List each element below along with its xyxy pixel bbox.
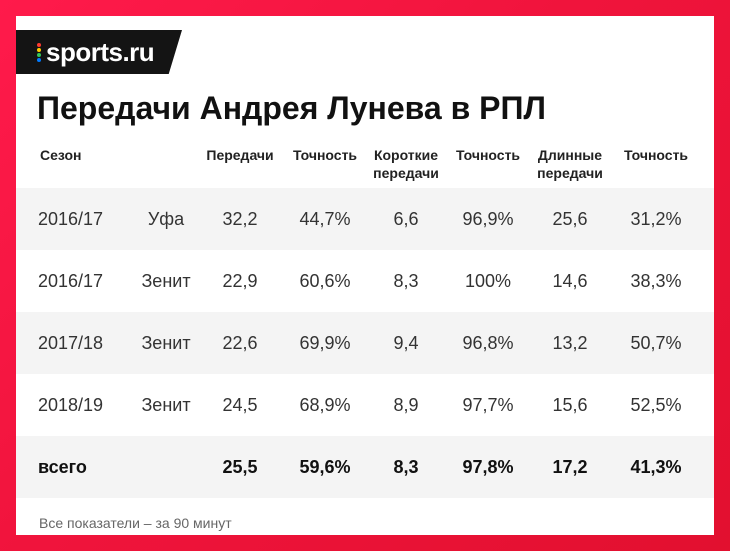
cell-total-label: всего — [38, 457, 87, 477]
cell-team: Зенит — [141, 395, 191, 415]
cell-short: 8,3 — [393, 271, 419, 291]
cell-long-accuracy: 41,3% — [630, 457, 682, 477]
header-passes: Передачи — [206, 147, 274, 163]
cell-season: 2017/18 — [38, 333, 104, 353]
cell-short: 8,3 — [393, 457, 419, 477]
cell-short-accuracy: 97,7% — [462, 395, 514, 415]
cell-season: 2016/17 — [38, 271, 104, 291]
header-long-passes: Длинные передачи — [531, 146, 609, 182]
cell-long-accuracy: 31,2% — [630, 209, 682, 229]
cell-season: 2016/17 — [38, 209, 104, 229]
cell-short: 9,4 — [393, 333, 419, 353]
cell-accuracy: 59,6% — [299, 457, 351, 477]
cell-passes: 22,9 — [222, 271, 258, 291]
cell-short-accuracy: 100% — [464, 271, 512, 291]
cell-team: Зенит — [141, 271, 191, 291]
cell-accuracy: 44,7% — [299, 209, 351, 229]
cell-passes: 32,2 — [222, 209, 258, 229]
cell-long: 25,6 — [552, 209, 588, 229]
header-short-accuracy: Точность — [455, 147, 521, 163]
header-short-passes: Короткие передачи — [366, 146, 446, 182]
header-accuracy: Точность — [292, 147, 358, 163]
logo-text: sports.ru — [46, 37, 155, 67]
cell-accuracy: 69,9% — [299, 333, 351, 353]
cell-short-accuracy: 97,8% — [462, 457, 514, 477]
cell-short: 6,6 — [393, 209, 419, 229]
table-row: 2016/17 Уфа 32,2 44,7% 6,6 96,9% 25,6 31… — [16, 188, 714, 250]
table-row: 2016/17 Зенит 22,9 60,6% 8,3 100% 14,6 3… — [16, 250, 714, 312]
header-season: Сезон — [40, 147, 82, 163]
table-row: 2017/18 Зенит 22,6 69,9% 9,4 96,8% 13,2 … — [16, 312, 714, 374]
cell-long: 14,6 — [552, 271, 588, 291]
cell-accuracy: 60,6% — [299, 271, 351, 291]
logo-dots-icon — [37, 43, 42, 63]
cell-season: 2018/19 — [38, 395, 104, 415]
cell-short-accuracy: 96,8% — [462, 333, 514, 353]
cell-passes: 22,6 — [222, 333, 258, 353]
sports-ru-logo[interactable]: sports.ru — [16, 30, 182, 74]
cell-short: 8,9 — [393, 395, 419, 415]
cell-long: 13,2 — [552, 333, 588, 353]
header-long-line1: Длинные — [537, 147, 603, 163]
cell-long-accuracy: 50,7% — [630, 333, 682, 353]
table-total-row: всего 25,5 59,6% 8,3 97,8% 17,2 41,3% — [16, 436, 714, 498]
cell-passes: 24,5 — [222, 395, 258, 415]
header-long-line2: передачи — [537, 165, 603, 181]
header-long-accuracy: Точность — [623, 147, 689, 163]
header-short-line2: передачи — [373, 165, 439, 181]
cell-long-accuracy: 52,5% — [630, 395, 682, 415]
cell-team: Зенит — [141, 333, 191, 353]
cell-team: Уфа — [147, 209, 185, 229]
page-title: Передачи Андрея Лунева в РПЛ — [37, 90, 546, 126]
table-row: 2018/19 Зенит 24,5 68,9% 8,9 97,7% 15,6 … — [16, 374, 714, 436]
cell-long-accuracy: 38,3% — [630, 271, 682, 291]
stats-card: sports.ru Передачи Андрея Лунева в РПЛ С… — [16, 16, 714, 535]
header-short-line1: Короткие — [373, 147, 439, 163]
cell-long: 15,6 — [552, 395, 588, 415]
cell-short-accuracy: 96,9% — [462, 209, 514, 229]
cell-passes: 25,5 — [222, 457, 258, 477]
cell-long: 17,2 — [552, 457, 588, 477]
footnote: Все показатели – за 90 минут — [39, 515, 232, 531]
cell-accuracy: 68,9% — [299, 395, 351, 415]
